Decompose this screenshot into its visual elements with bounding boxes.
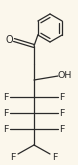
Text: OH: OH	[58, 71, 72, 81]
Text: F: F	[52, 152, 58, 162]
Text: F: F	[3, 109, 9, 117]
Text: F: F	[10, 152, 16, 162]
Text: F: F	[59, 125, 65, 133]
Text: F: F	[3, 93, 9, 101]
Text: O: O	[5, 35, 13, 45]
Text: F: F	[59, 109, 65, 117]
Text: F: F	[3, 125, 9, 133]
Text: F: F	[59, 93, 65, 101]
